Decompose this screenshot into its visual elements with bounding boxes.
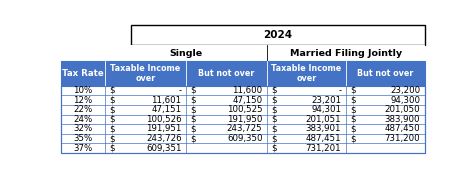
Text: But not over: But not over <box>198 69 255 78</box>
Text: $: $ <box>109 124 115 134</box>
Text: 47,150: 47,150 <box>232 96 263 105</box>
Text: $: $ <box>350 86 356 95</box>
Text: 487,451: 487,451 <box>306 134 341 143</box>
Text: 243,725: 243,725 <box>227 124 263 134</box>
Text: $: $ <box>271 86 277 95</box>
Text: 35%: 35% <box>73 134 93 143</box>
Text: $: $ <box>350 134 356 143</box>
Text: 383,901: 383,901 <box>306 124 341 134</box>
Text: 47,151: 47,151 <box>152 105 182 114</box>
Text: $: $ <box>350 124 356 134</box>
Text: $: $ <box>271 105 277 114</box>
Text: Taxable Income
over: Taxable Income over <box>271 64 341 83</box>
Text: Taxable Income
over: Taxable Income over <box>110 64 181 83</box>
Text: $: $ <box>191 115 196 124</box>
Text: $: $ <box>191 105 196 114</box>
Text: 201,050: 201,050 <box>385 105 420 114</box>
Text: 383,900: 383,900 <box>385 115 420 124</box>
Text: 100,525: 100,525 <box>227 105 263 114</box>
Text: $: $ <box>271 144 277 153</box>
Text: 201,051: 201,051 <box>306 115 341 124</box>
Text: $: $ <box>191 134 196 143</box>
Bar <box>61 61 425 86</box>
Text: 23,200: 23,200 <box>390 86 420 95</box>
Text: $: $ <box>271 124 277 134</box>
Text: $: $ <box>350 96 356 105</box>
Text: 191,950: 191,950 <box>227 115 263 124</box>
Text: But not over: But not over <box>357 69 413 78</box>
Text: 37%: 37% <box>73 144 93 153</box>
Text: $: $ <box>109 115 115 124</box>
Text: 731,201: 731,201 <box>306 144 341 153</box>
Text: 100,526: 100,526 <box>146 115 182 124</box>
Text: $: $ <box>109 134 115 143</box>
Text: $: $ <box>271 134 277 143</box>
Text: 11,601: 11,601 <box>152 96 182 105</box>
Text: $: $ <box>109 86 115 95</box>
Text: $: $ <box>109 96 115 105</box>
Bar <box>61 45 425 61</box>
Bar <box>61 61 425 153</box>
Text: 94,300: 94,300 <box>391 96 420 105</box>
Text: 12%: 12% <box>73 96 93 105</box>
Text: 11,600: 11,600 <box>232 86 263 95</box>
Text: 22%: 22% <box>73 105 93 114</box>
Text: Single: Single <box>169 49 202 58</box>
Text: $: $ <box>191 96 196 105</box>
Text: 10%: 10% <box>73 86 93 95</box>
Text: 23,201: 23,201 <box>311 96 341 105</box>
Text: $: $ <box>350 105 356 114</box>
Text: -: - <box>178 86 182 95</box>
Text: $: $ <box>271 96 277 105</box>
Text: -: - <box>338 86 341 95</box>
Text: 191,951: 191,951 <box>146 124 182 134</box>
Text: $: $ <box>191 124 196 134</box>
Text: Tax Rate: Tax Rate <box>62 69 104 78</box>
Bar <box>61 86 425 153</box>
Text: 32%: 32% <box>73 124 93 134</box>
Text: 2024: 2024 <box>263 30 292 40</box>
Text: 94,301: 94,301 <box>311 105 341 114</box>
Text: $: $ <box>109 105 115 114</box>
Text: 243,726: 243,726 <box>146 134 182 143</box>
Text: $: $ <box>191 86 196 95</box>
Text: $: $ <box>350 115 356 124</box>
Text: Married Filing Jointly: Married Filing Jointly <box>290 49 402 58</box>
Text: 24%: 24% <box>73 115 93 124</box>
Text: 609,351: 609,351 <box>146 144 182 153</box>
Bar <box>131 25 425 45</box>
Text: $: $ <box>271 115 277 124</box>
Text: 609,350: 609,350 <box>227 134 263 143</box>
Text: 731,200: 731,200 <box>385 134 420 143</box>
Text: 487,450: 487,450 <box>385 124 420 134</box>
Text: $: $ <box>109 144 115 153</box>
